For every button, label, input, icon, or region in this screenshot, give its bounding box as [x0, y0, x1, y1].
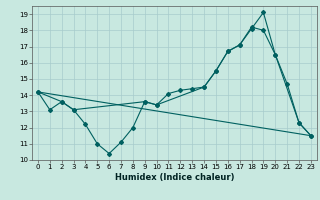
X-axis label: Humidex (Indice chaleur): Humidex (Indice chaleur): [115, 173, 234, 182]
